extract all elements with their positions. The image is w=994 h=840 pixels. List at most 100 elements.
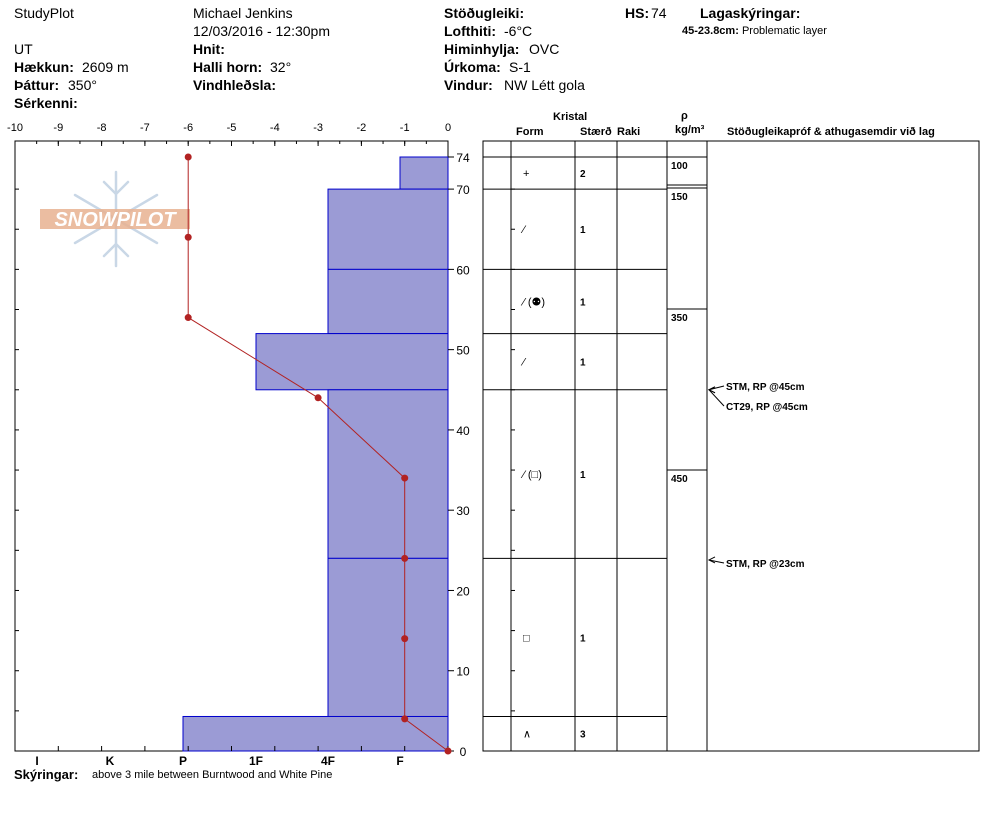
grain-form-3: ⁄	[520, 357, 527, 369]
aspect-value: 350°	[68, 77, 97, 93]
temp-tick-label-7: -3	[313, 122, 323, 134]
density-value-0: 100	[671, 161, 688, 172]
grain-form-0: +	[523, 168, 529, 180]
temperature-point-0	[184, 153, 192, 161]
grain-size-3: 1	[580, 358, 586, 369]
hardness-label-F: F	[396, 754, 403, 768]
height-tick-label-6: 20	[456, 584, 470, 598]
test-arrow-2	[708, 559, 725, 564]
temperature-point-5	[401, 554, 409, 562]
test-arrow-0	[708, 385, 725, 391]
grain-size-2: 1	[580, 297, 586, 308]
density-header-unit: kg/m³	[675, 124, 705, 136]
height-tick-label-2: 60	[456, 263, 470, 277]
wind-loading-label: Vindhleðsla:	[193, 77, 276, 93]
layer-table-grid	[482, 140, 980, 752]
test-arrowhead-2	[707, 556, 716, 564]
stability-tests: STM, RP @45cm CT29, RP @45cm STM, RP @23cm	[707, 382, 808, 570]
temp-tick-label-10: 0	[445, 122, 451, 134]
hardness-label-P: P	[179, 754, 187, 768]
grain-form-1: ⁄	[520, 224, 527, 236]
sky-label: Himinhylja:	[444, 41, 520, 57]
stability-test-1: CT29, RP @45cm	[726, 402, 808, 413]
hardness-bars	[182, 156, 449, 752]
layer-note: 45-23.8cm: Problematic layer	[682, 25, 827, 38]
density-header-symbol: ρ	[681, 110, 688, 122]
layer-note-text: Problematic layer	[741, 25, 827, 37]
logo-text: SNOWPILOT	[54, 209, 177, 231]
temperature-profile	[184, 153, 452, 755]
grain-size-5: 1	[580, 633, 586, 644]
tests-header: Stöðugleikapróf & athugasemdir við lag	[727, 126, 935, 138]
height-tick-label-3: 50	[456, 344, 470, 358]
height-tick-label-4: 40	[456, 424, 470, 438]
grain-size-1: 1	[580, 225, 586, 236]
grain-size-6: 3	[580, 730, 586, 741]
size-header: Stærð	[580, 126, 612, 138]
hardness-bar-5	[327, 557, 449, 717]
temperature-point-6	[401, 635, 409, 643]
slope-value: 32°	[270, 59, 292, 75]
sky-value: OVC	[529, 41, 560, 57]
hs-value: 74	[651, 5, 667, 21]
temp-tick-label-1: -9	[53, 122, 63, 134]
temp-tick-label-5: -5	[227, 122, 237, 134]
elevation-label: Hækkun:	[14, 59, 74, 75]
moisture-header: Raki	[617, 126, 641, 138]
height-tick-label-1: 70	[456, 183, 470, 197]
app-title: StudyPlot	[14, 5, 74, 21]
features-label: Sérkenni:	[14, 95, 78, 111]
precip-value: S-1	[509, 59, 531, 75]
stability-label: Stöðugleiki:	[444, 5, 525, 21]
density-column: 100 150 350 450	[667, 156, 707, 485]
stability-test-0: STM, RP @45cm	[726, 382, 805, 393]
density-value-3: 450	[671, 474, 688, 485]
layer-table-ticks	[511, 188, 515, 752]
hardness-label-K: K	[106, 754, 115, 768]
hardness-label-I: I	[35, 754, 38, 768]
elevation-value: 2609 m	[82, 59, 129, 75]
form-header: Form	[516, 126, 544, 138]
observation-datetime: 12/03/2016 - 12:30pm	[193, 23, 330, 39]
layer-notes-label: Lagaskýringar:	[700, 5, 801, 21]
temp-tick-label-9: -1	[400, 122, 410, 134]
temp-tick-label-0: -10	[7, 122, 23, 134]
test-arrowhead-1	[707, 386, 716, 394]
wind-label: Vindur:	[444, 77, 493, 93]
crystal-header: Kristal	[553, 111, 588, 123]
height-tick-label-7: 10	[456, 665, 470, 679]
slope-label: Halli horn:	[193, 59, 263, 75]
temperature-point-1	[184, 233, 192, 241]
hardness-bar-0	[399, 156, 449, 190]
air-temp-value: -6°C	[504, 23, 533, 39]
air-temp-label: Lofthiti:	[444, 23, 497, 39]
notes-text: above 3 mile between Burntwood and White…	[92, 769, 333, 781]
hs-label: HS:	[625, 5, 650, 21]
observer-name: Michael Jenkins	[193, 5, 293, 21]
hardness-label-1F: 1F	[249, 754, 263, 768]
grain-size-4: 1	[580, 470, 586, 481]
temperature-point-2	[184, 314, 192, 322]
hardness-bar-2	[327, 268, 449, 335]
temp-tick-label-2: -8	[97, 122, 107, 134]
height-tick-label-8: 0	[460, 745, 467, 759]
temperature-point-3	[314, 394, 322, 402]
hardness-bar-3	[255, 333, 449, 391]
grain-form-5: □	[523, 632, 530, 644]
notes-label: Skýringar:	[14, 767, 79, 782]
density-value-2: 350	[671, 313, 688, 324]
temp-tick-label-6: -4	[270, 122, 280, 134]
hardness-label-4F: 4F	[321, 754, 335, 768]
state-label: UT	[14, 41, 33, 57]
temperature-point-8	[444, 747, 452, 755]
temp-tick-label-3: -7	[140, 122, 150, 134]
grain-form-6: ∧	[523, 729, 531, 741]
temp-tick-label-4: -6	[183, 122, 193, 134]
stability-test-2: STM, RP @23cm	[726, 559, 805, 570]
test-arrow-1	[708, 389, 725, 407]
density-value-1: 150	[671, 192, 688, 203]
snowpilot-logo: SNOWPILOT	[40, 170, 190, 268]
aspect-label: Þáttur:	[14, 77, 60, 93]
grain-form-2: ⁄ (⚉)	[520, 296, 545, 308]
